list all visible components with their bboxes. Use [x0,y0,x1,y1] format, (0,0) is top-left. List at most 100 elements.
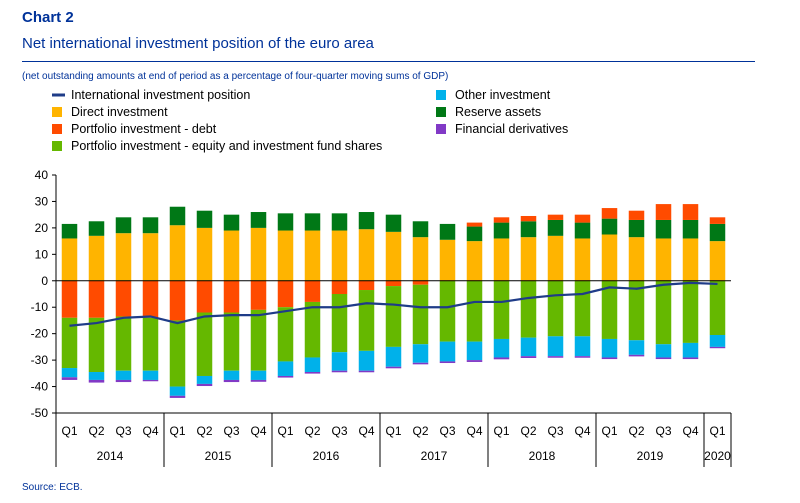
x-tick-label-7: Q4 [250,424,266,438]
x-tick-label-23: Q4 [682,424,698,438]
bar-reserve-20 [601,218,618,235]
bar-portfolio_equity-15 [466,280,483,342]
bar-derivatives-6 [223,379,240,383]
x-tick-label-17: Q2 [520,424,536,438]
bar-portfolio_debt-5 [196,280,213,313]
legend-label-portfolio_debt: Portfolio investment - debt [71,122,217,136]
bar-derivatives-9 [304,372,321,374]
bar-derivatives-12 [385,366,402,369]
bar-portfolio_debt-21 [628,210,645,220]
bar-portfolio_debt-8 [277,280,294,308]
bar-reserve-23 [682,219,699,239]
bar-derivatives-7 [250,379,267,382]
x-tick-label-3: Q4 [142,424,158,438]
bar-other-12 [385,346,402,367]
year-label-2017: 2017 [421,449,448,463]
bar-reserve-14 [439,223,456,240]
x-tick-label-16: Q1 [493,424,509,438]
bar-portfolio_debt-24 [709,217,726,224]
bar-reserve-22 [655,219,672,239]
bar-other-21 [628,340,645,355]
bar-direct-3 [142,233,159,281]
bar-portfolio_debt-22 [655,204,672,220]
y-tick-label-0: 0 [41,274,48,288]
bar-direct-4 [169,225,186,281]
bar-other-4 [169,386,186,396]
bar-other-16 [493,338,510,358]
x-tick-label-11: Q4 [358,424,374,438]
bar-portfolio_equity-24 [709,280,726,335]
legend-swatch-direct [52,107,62,117]
legend-label-line: International investment position [71,88,250,102]
bar-direct-5 [196,227,213,281]
bar-reserve-2 [115,217,132,234]
bar-reserve-6 [223,214,240,231]
x-tick-label-0: Q1 [61,424,77,438]
bar-other-18 [547,336,564,357]
bar-portfolio_debt-17 [520,215,537,222]
x-tick-label-2: Q3 [115,424,131,438]
y-tick-label-40: 40 [35,168,49,182]
x-tick-label-9: Q2 [304,424,320,438]
bar-portfolio_debt-1 [88,280,105,318]
bar-portfolio_equity-2 [115,316,132,371]
bar-reserve-19 [574,222,591,239]
bar-portfolio_debt-13 [412,280,429,285]
bar-reserve-18 [547,219,564,236]
bar-derivatives-15 [466,360,483,362]
bar-portfolio_debt-19 [574,214,591,223]
bar-portfolio_equity-19 [574,280,591,337]
bar-portfolio_debt-2 [115,280,132,317]
legend-item-reserve: Reserve assets [436,105,541,119]
bar-portfolio_debt-20 [601,208,618,219]
bar-portfolio_debt-9 [304,280,321,302]
x-tick-label-1: Q2 [88,424,104,438]
bar-direct-1 [88,235,105,281]
bar-portfolio_equity-18 [547,280,564,337]
bar-derivatives-21 [628,354,645,357]
legend-swatch-derivatives [436,124,446,134]
bar-other-5 [196,375,213,384]
bar-portfolio_equity-11 [358,290,375,351]
bar-portfolio_equity-16 [493,280,510,339]
bar-reserve-10 [331,213,348,231]
bar-other-8 [277,361,294,376]
x-tick-label-20: Q1 [601,424,617,438]
bar-direct-16 [493,238,510,281]
bar-portfolio_equity-8 [277,307,294,362]
bar-direct-22 [655,238,672,281]
legend-item-line: International investment position [52,88,250,102]
x-tick-label-12: Q1 [385,424,401,438]
legend-label-portfolio_equity: Portfolio investment - equity and invest… [71,139,382,153]
bar-direct-18 [547,235,564,281]
y-tick-label-10: 10 [35,247,49,261]
legend-label-derivatives: Financial derivatives [455,122,568,136]
bar-direct-24 [709,241,726,281]
bar-reserve-24 [709,223,726,242]
bar-portfolio_equity-7 [250,309,267,371]
bar-derivatives-23 [682,357,699,360]
bar-portfolio_equity-5 [196,312,213,376]
bar-other-7 [250,370,267,380]
bar-derivatives-4 [169,395,186,398]
x-tick-label-15: Q4 [466,424,482,438]
bar-portfolio_debt-15 [466,222,483,227]
bar-portfolio_equity-14 [439,280,456,342]
x-tick-label-5: Q2 [196,424,212,438]
bar-derivatives-16 [493,357,510,360]
bar-portfolio_equity-10 [331,294,348,353]
bar-derivatives-5 [196,383,213,387]
bar-reserve-17 [520,221,537,238]
bar-derivatives-17 [520,356,537,358]
bar-direct-15 [466,241,483,281]
bar-reserve-4 [169,206,186,226]
year-label-2015: 2015 [205,449,232,463]
bar-portfolio_equity-12 [385,286,402,347]
bar-portfolio_equity-17 [520,280,537,338]
bar-portfolio_debt-7 [250,280,267,310]
x-tick-label-13: Q2 [412,424,428,438]
bar-reserve-11 [358,212,375,230]
bar-portfolio_debt-6 [223,280,240,313]
bar-reserve-3 [142,217,159,234]
bar-direct-9 [304,230,321,281]
